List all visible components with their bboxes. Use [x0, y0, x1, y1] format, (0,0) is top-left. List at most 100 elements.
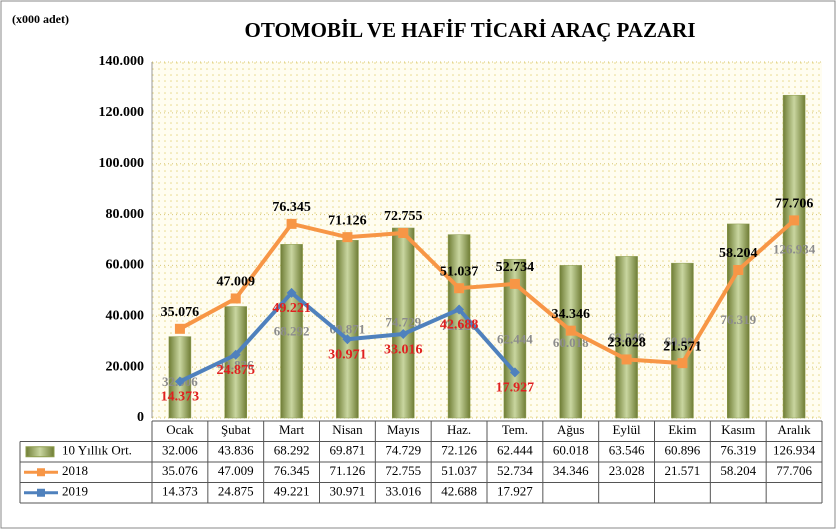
data-label: 77.706 [775, 197, 814, 212]
point [789, 215, 800, 226]
table-cell: 34.346 [553, 463, 589, 478]
table-cell: 74.729 [385, 443, 421, 458]
table-cell: 52.734 [497, 463, 533, 478]
x-tick-label: Aralık [777, 422, 811, 437]
data-label: 76.345 [272, 200, 311, 215]
table-cell: 23.028 [609, 463, 645, 478]
x-tick-label: Eylül [612, 422, 641, 437]
data-label: 14.373 [161, 390, 200, 405]
table-cell: 49.221 [274, 484, 310, 499]
data-label: 47.009 [217, 275, 256, 290]
x-tick-label: Ekim [668, 422, 696, 437]
data-label: 126.934 [773, 241, 816, 256]
point [398, 227, 409, 238]
table-cell: 77.706 [776, 463, 812, 478]
table-cell: 30.971 [330, 484, 366, 499]
table-cell: 17.927 [497, 484, 533, 499]
y-tick-label: 100.000 [99, 156, 145, 171]
bar [392, 227, 415, 419]
data-label: 49.221 [272, 301, 311, 316]
bar [559, 265, 582, 419]
y-tick-label: 60.000 [106, 258, 145, 273]
point [230, 293, 241, 304]
legend-marker [37, 488, 45, 497]
data-label: 42.688 [440, 318, 479, 333]
legend-label: 10 Yıllık Ort. [62, 443, 132, 458]
x-tick-label: Haz. [447, 422, 471, 437]
point [733, 264, 744, 275]
x-tick-label: Tem. [502, 422, 528, 437]
table-cell: 60.896 [665, 443, 701, 458]
point [677, 358, 688, 369]
table-cell: 71.126 [330, 463, 366, 478]
bar [782, 94, 806, 419]
table-cell: 69.871 [330, 443, 366, 458]
y-tick-label: 40.000 [106, 309, 145, 324]
legend-swatch [25, 446, 55, 458]
unit-label: (x000 adet) [12, 12, 69, 26]
data-label: 60.018 [553, 335, 589, 350]
y-tick-label: 0 [137, 410, 144, 425]
legend-label: 2018 [62, 463, 88, 478]
table-cell: 126.934 [773, 443, 816, 458]
line [178, 218, 796, 366]
point [509, 367, 520, 378]
legend-marker [37, 468, 45, 477]
x-tick-label: Şubat [221, 422, 251, 437]
table-cell: 14.373 [162, 484, 198, 499]
y-tick-label: 80.000 [106, 207, 145, 222]
bar [615, 256, 638, 419]
data-label: 76.319 [720, 312, 756, 327]
table-cell: 58.204 [720, 463, 756, 478]
table-cell: 76.319 [720, 443, 756, 458]
data-label: 68.292 [274, 323, 310, 338]
bar [671, 262, 694, 419]
data-label: 52.734 [496, 260, 535, 275]
table-cell: 72.126 [441, 443, 477, 458]
table-cell: 21.571 [665, 463, 701, 478]
y-tick-label: 120.000 [99, 105, 145, 120]
table-cell: 43.836 [218, 443, 254, 458]
data-label: 30.971 [328, 347, 367, 362]
data-label: 51.037 [440, 264, 479, 279]
point [621, 354, 632, 365]
point [565, 325, 576, 336]
table-cell: 63.546 [609, 443, 645, 458]
point [454, 304, 465, 315]
data-label: 62.444 [497, 332, 533, 347]
legend-label: 2019 [62, 484, 88, 499]
x-tick-label: Ocak [166, 422, 194, 437]
data-label: 17.927 [496, 381, 535, 396]
point [174, 376, 185, 387]
table-cell: 47.009 [218, 463, 254, 478]
data-label: 33.016 [384, 342, 423, 357]
x-tick-label: Mayıs [387, 422, 420, 437]
table-cell: 62.444 [497, 443, 533, 458]
x-tick-label: Kasım [721, 422, 755, 437]
point [342, 232, 353, 243]
table-cell: 72.755 [385, 463, 421, 478]
chart-title: OTOMOBİL VE HAFİF TİCARİ ARAÇ PAZARI [245, 18, 696, 42]
bar [503, 258, 527, 419]
point [286, 287, 297, 298]
data-label: 58.204 [719, 246, 758, 261]
data-label: 23.028 [607, 336, 646, 351]
table-cell: 33.016 [385, 484, 421, 499]
data-label: 71.126 [328, 213, 367, 228]
table-cell: 68.292 [274, 443, 310, 458]
x-tick-label: Ağus [557, 422, 584, 437]
bar [727, 223, 750, 419]
table-cell: 76.345 [274, 463, 310, 478]
table-cell: 42.688 [441, 484, 477, 499]
data-label: 43.836 [218, 358, 254, 373]
point [174, 323, 185, 334]
table-cell: 35.076 [162, 463, 198, 478]
bar [224, 306, 247, 419]
y-tick-label: 140.000 [99, 54, 145, 69]
y-tick-label: 20.000 [106, 359, 145, 374]
point [342, 334, 353, 345]
data-label: 24.875 [217, 363, 256, 378]
point [398, 329, 409, 340]
data-label: 72.755 [384, 209, 423, 224]
